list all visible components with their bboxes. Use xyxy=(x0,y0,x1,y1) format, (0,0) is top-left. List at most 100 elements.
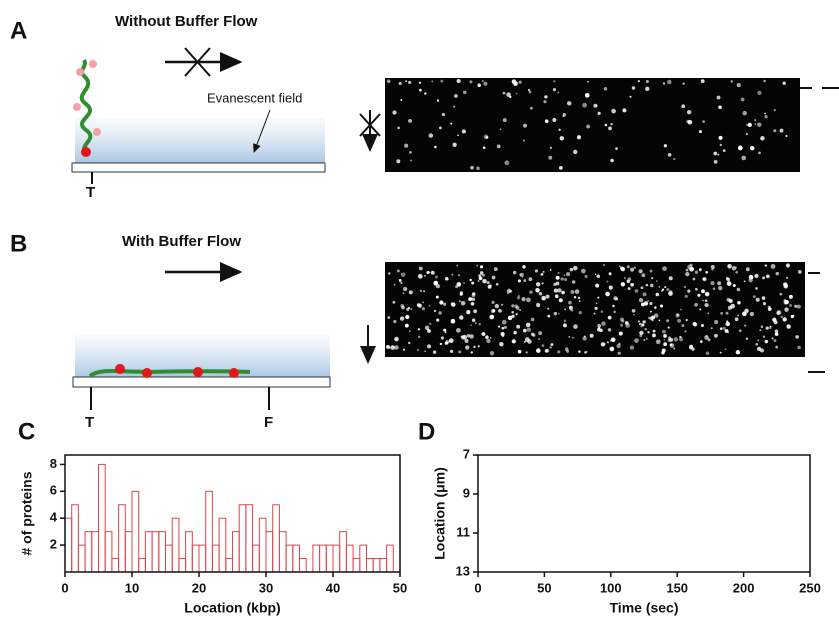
spot xyxy=(549,146,553,149)
spot xyxy=(713,160,718,164)
spot xyxy=(461,129,466,134)
y-tick-label: 6 xyxy=(50,483,57,498)
spot xyxy=(471,318,476,322)
spot xyxy=(776,310,781,315)
bar xyxy=(64,517,73,573)
spot xyxy=(419,289,423,293)
spot xyxy=(408,119,412,123)
spot xyxy=(601,321,606,326)
spot xyxy=(730,80,733,83)
spot xyxy=(501,326,505,330)
spot xyxy=(523,340,526,343)
spot xyxy=(553,288,558,293)
spot xyxy=(557,313,560,315)
spot xyxy=(704,335,709,340)
spot xyxy=(469,278,472,282)
spot xyxy=(714,320,719,325)
spot xyxy=(645,80,649,83)
bar xyxy=(124,531,133,573)
spot xyxy=(707,338,711,342)
spot xyxy=(394,336,399,342)
spot xyxy=(773,109,776,112)
spot xyxy=(516,324,521,329)
spot xyxy=(699,267,702,271)
tether-label: T xyxy=(86,184,95,201)
bar xyxy=(372,558,381,573)
spot xyxy=(558,298,563,303)
spot xyxy=(481,332,486,337)
protein xyxy=(73,103,81,111)
spot xyxy=(404,143,409,148)
spot xyxy=(476,264,479,267)
spot xyxy=(424,325,430,331)
spot xyxy=(525,351,528,354)
spot xyxy=(394,345,399,350)
bar xyxy=(278,531,287,573)
spot xyxy=(741,155,747,161)
spot xyxy=(779,128,784,133)
spot xyxy=(403,286,408,292)
spot xyxy=(640,325,643,328)
spot xyxy=(744,308,749,314)
spot xyxy=(771,337,774,340)
x-tick-label: 0 xyxy=(61,580,68,595)
bar xyxy=(332,544,341,573)
spot xyxy=(668,276,673,281)
diagram-title: With Buffer Flow xyxy=(122,233,241,250)
spot xyxy=(650,283,654,288)
bar xyxy=(245,504,254,573)
spot xyxy=(700,324,704,328)
spot xyxy=(784,307,789,312)
spot xyxy=(788,294,793,299)
spot xyxy=(530,106,533,110)
spot xyxy=(685,268,689,272)
spot xyxy=(482,146,486,150)
spot xyxy=(712,287,716,290)
spot xyxy=(775,271,780,276)
spot xyxy=(736,83,741,88)
spot xyxy=(491,300,495,304)
spot xyxy=(762,335,766,338)
spot xyxy=(699,340,703,344)
spot xyxy=(434,145,437,149)
spot xyxy=(705,270,708,274)
panel-label: A xyxy=(10,17,27,44)
spot xyxy=(441,112,445,117)
spot xyxy=(597,296,600,299)
spot xyxy=(780,315,784,319)
spot xyxy=(538,331,543,336)
spot xyxy=(640,302,645,307)
protein xyxy=(193,367,203,377)
spot xyxy=(393,283,396,286)
spot xyxy=(410,308,413,310)
spot xyxy=(707,312,710,315)
spot xyxy=(668,290,673,295)
pointer xyxy=(253,109,271,153)
spot xyxy=(663,338,666,341)
spot xyxy=(460,335,463,338)
spot xyxy=(506,288,512,294)
spot xyxy=(607,315,612,320)
spot xyxy=(756,346,762,351)
spot xyxy=(435,275,438,279)
spot xyxy=(616,343,621,349)
spot xyxy=(774,329,779,333)
spot xyxy=(688,346,693,350)
x-axis-label: Time (sec) xyxy=(610,600,679,616)
spot xyxy=(774,332,779,336)
spot xyxy=(582,102,587,108)
spot xyxy=(466,333,471,338)
spot xyxy=(550,343,554,346)
tirf-image xyxy=(385,78,800,172)
spot xyxy=(405,80,408,83)
spot xyxy=(740,97,745,102)
spot xyxy=(479,271,484,275)
spot xyxy=(517,295,520,297)
spot xyxy=(529,290,533,294)
spot xyxy=(714,333,718,338)
spot xyxy=(507,315,513,321)
spot xyxy=(555,281,560,286)
spot xyxy=(631,86,636,90)
spot xyxy=(634,289,639,293)
spot xyxy=(755,297,760,302)
